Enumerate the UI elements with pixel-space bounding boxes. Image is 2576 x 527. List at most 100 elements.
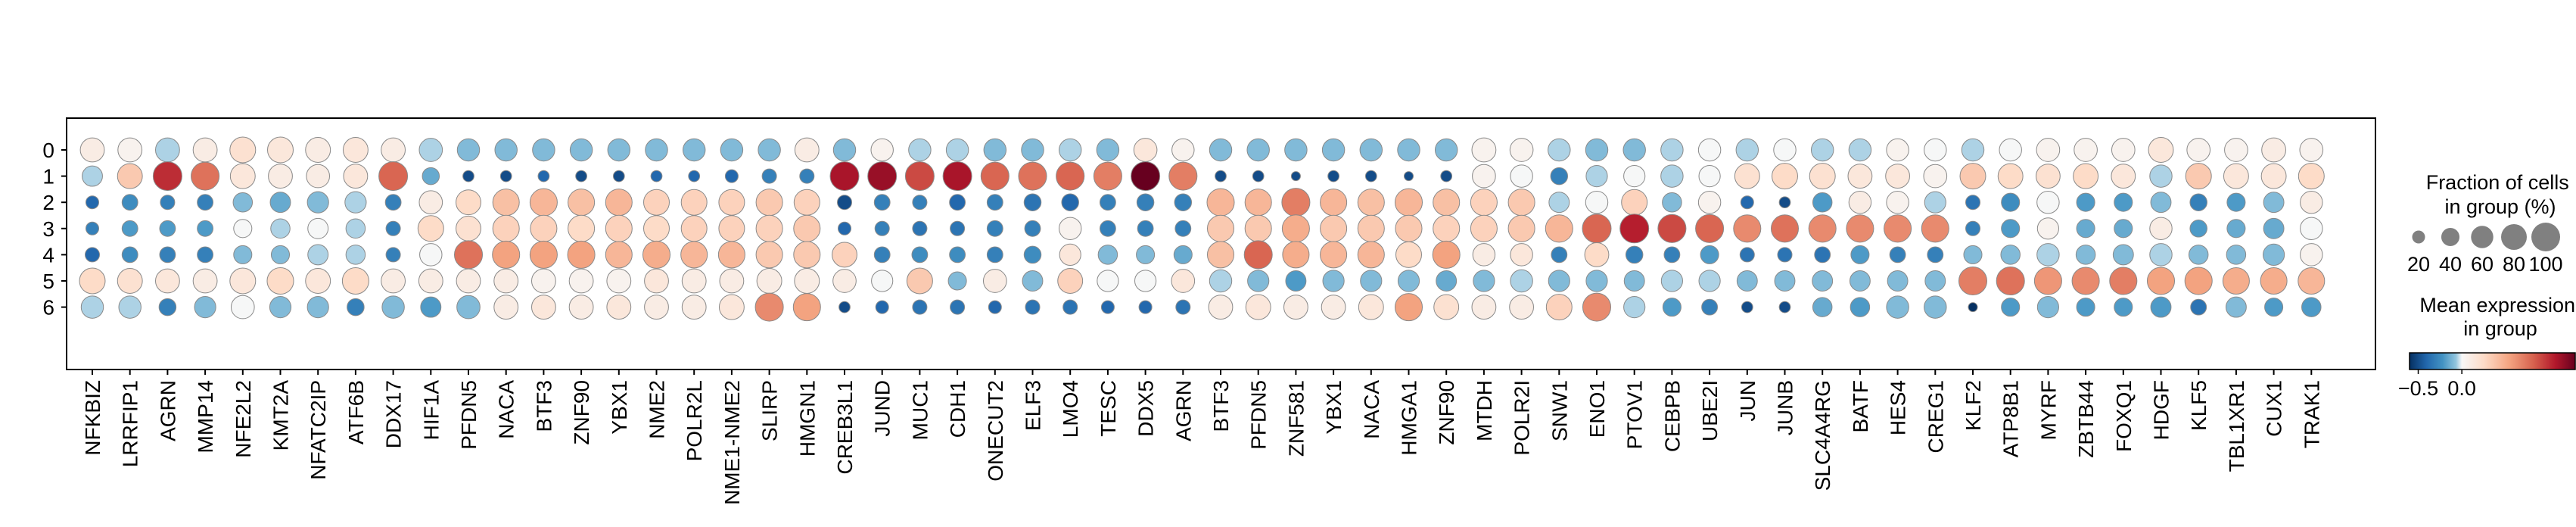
gene-label: PTOV1 bbox=[1623, 380, 1647, 449]
dot bbox=[875, 300, 889, 314]
dot bbox=[1545, 214, 1573, 243]
dot bbox=[838, 221, 851, 235]
gene-label: ZNF90 bbox=[570, 380, 593, 445]
gene-label: CREB3L1 bbox=[833, 380, 857, 475]
dot bbox=[793, 241, 821, 269]
dot bbox=[1025, 299, 1041, 315]
size-legend-dot bbox=[2441, 227, 2460, 247]
dot bbox=[1206, 188, 1235, 217]
dot bbox=[986, 246, 1003, 264]
dot bbox=[492, 189, 520, 217]
size-legend-label: 80 bbox=[2503, 253, 2525, 276]
dot bbox=[761, 168, 777, 184]
dot bbox=[1433, 214, 1461, 242]
dot bbox=[345, 218, 366, 239]
dot bbox=[1968, 302, 1978, 313]
dot bbox=[688, 170, 701, 182]
dot bbox=[1548, 138, 1571, 162]
dot bbox=[2076, 219, 2095, 239]
dot bbox=[1320, 214, 1348, 242]
dot bbox=[1698, 270, 1721, 292]
gene-label: NME2 bbox=[646, 380, 669, 439]
dot bbox=[456, 295, 481, 320]
dot bbox=[1774, 270, 1796, 292]
dot bbox=[754, 292, 784, 322]
gene-label: NFKBIZ bbox=[81, 380, 104, 456]
gene-label: PFDN5 bbox=[457, 380, 481, 450]
dot bbox=[1585, 138, 1609, 162]
dot bbox=[988, 300, 1002, 314]
dot bbox=[2146, 267, 2176, 295]
dot bbox=[1697, 190, 1722, 214]
dot bbox=[456, 215, 481, 242]
dot bbox=[344, 191, 367, 214]
dot bbox=[1808, 214, 1837, 243]
gene-label: LRRFIP1 bbox=[119, 380, 142, 467]
gene-label: NACA bbox=[1360, 380, 1383, 439]
dot bbox=[1846, 214, 1874, 243]
dot bbox=[1470, 189, 1498, 217]
dot bbox=[1848, 190, 1872, 214]
dot bbox=[79, 137, 105, 163]
dot bbox=[2111, 164, 2136, 189]
dot bbox=[1022, 270, 1044, 292]
dot bbox=[1206, 214, 1235, 242]
dot bbox=[453, 240, 484, 270]
dot bbox=[1473, 270, 1495, 292]
dot bbox=[2189, 193, 2207, 211]
dot bbox=[1168, 161, 1198, 191]
dot bbox=[1740, 195, 1754, 210]
dot bbox=[755, 214, 783, 242]
dot bbox=[799, 168, 815, 184]
dot bbox=[381, 137, 406, 163]
gene-label: ZNF90 bbox=[1435, 380, 1458, 445]
dot bbox=[949, 246, 966, 264]
dot bbox=[2000, 245, 2021, 265]
dot bbox=[1359, 138, 1383, 162]
dot bbox=[1884, 214, 1912, 243]
dot bbox=[1585, 165, 1608, 188]
dot bbox=[2033, 267, 2062, 295]
dot bbox=[1847, 164, 1873, 189]
dot bbox=[1921, 214, 1949, 243]
dot bbox=[347, 298, 365, 317]
dot bbox=[837, 195, 852, 210]
dot bbox=[1059, 243, 1081, 266]
gene-label: CDH1 bbox=[946, 380, 969, 438]
dot bbox=[229, 136, 257, 164]
dot bbox=[378, 161, 409, 192]
dot bbox=[160, 195, 176, 210]
dot bbox=[121, 220, 138, 237]
dot bbox=[155, 268, 180, 294]
dot bbox=[1243, 240, 1273, 270]
dot bbox=[947, 271, 967, 291]
dot bbox=[2114, 298, 2133, 317]
dot bbox=[2073, 163, 2099, 189]
gene-label: SLIRP bbox=[758, 380, 782, 441]
dot bbox=[1582, 214, 1612, 244]
dot bbox=[756, 268, 782, 294]
dot bbox=[1131, 161, 1161, 192]
dot bbox=[229, 267, 257, 295]
gene-label: CUX1 bbox=[2263, 380, 2286, 437]
dot bbox=[529, 188, 558, 217]
dot bbox=[758, 138, 781, 162]
dot bbox=[229, 163, 256, 189]
dot bbox=[605, 241, 633, 269]
dot bbox=[1662, 298, 1682, 317]
dot bbox=[755, 189, 783, 217]
dot bbox=[117, 268, 143, 294]
colorbar bbox=[2409, 352, 2576, 370]
dot bbox=[1397, 138, 1420, 162]
dot bbox=[870, 138, 894, 162]
size-legend-dot bbox=[2471, 226, 2494, 248]
dot bbox=[680, 241, 708, 269]
gene-label: ENO1 bbox=[1585, 380, 1609, 438]
gene-label: TESC bbox=[1097, 380, 1120, 437]
dot bbox=[1735, 138, 1759, 162]
dot bbox=[1623, 270, 1645, 292]
dot bbox=[2076, 298, 2095, 317]
dot bbox=[2260, 267, 2288, 295]
dot bbox=[1662, 192, 1682, 213]
dot bbox=[832, 138, 857, 162]
